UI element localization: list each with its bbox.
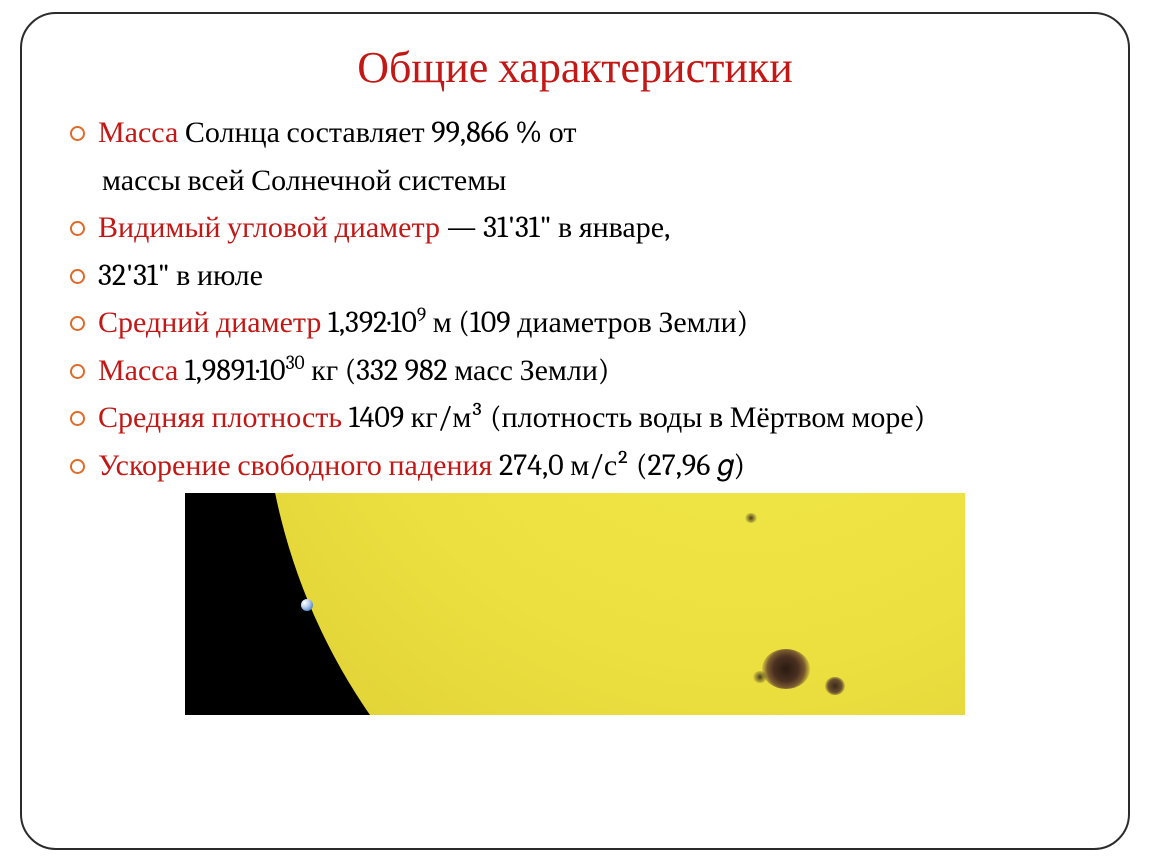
bullet-value: 274,0 м/с² (27,96 𝑔) (492, 448, 745, 483)
sun-disk (263, 493, 965, 715)
bullet-value: 1409 кг/м³ (плотность воды в Мёртвом мор… (342, 400, 925, 435)
superscript: 30 (286, 351, 305, 374)
sunspot-small (745, 513, 757, 523)
bullet-item: 32'31" в июле (70, 254, 1084, 298)
sunspot-small (825, 677, 845, 695)
sunspot-small (753, 671, 767, 683)
bullet-list: Масса Солнца составляет 99,866 % от масс… (66, 111, 1084, 487)
bullet-item: Ускорение свободного падения 274,0 м/с² … (70, 444, 1084, 488)
bullet-label: Масса (98, 115, 178, 150)
bullet-label: Средний диаметр (98, 305, 321, 340)
bullet-value: м (109 диаметров Земли) (426, 305, 748, 340)
bullet-item: Средняя плотность 1409 кг/м³ (плотность … (70, 396, 1084, 440)
sunspot-large (762, 649, 810, 689)
bullet-value: — 31'31" в январе, (440, 210, 670, 245)
bullet-item: Масса 1,9891·1030 кг (332 982 масс Земли… (70, 349, 1084, 393)
bullet-value: Солнца составляет 99,866 % от (178, 115, 576, 150)
bullet-label: Средняя плотность (98, 400, 342, 435)
sun-sunspot-image (185, 493, 965, 715)
bullet-label: Видимый угловой диаметр (98, 210, 440, 245)
slide-title: Общие характеристики (66, 42, 1084, 93)
bullet-value: 1,9891·10 (178, 353, 285, 388)
bullet-item: Средний диаметр 1,392·109 м (109 диаметр… (70, 301, 1084, 345)
superscript: 9 (417, 303, 426, 326)
bullet-label: Ускорение свободного падения (98, 448, 492, 483)
bullet-value: 1,392·10 (321, 305, 417, 340)
bullet-label: Масса (98, 353, 178, 388)
bullet-item: Масса Солнца составляет 99,866 % от (70, 111, 1084, 155)
earth-scale-dot (301, 599, 313, 611)
slide-frame: Общие характеристики Масса Солнца состав… (20, 12, 1130, 850)
bullet-continuation: массы всей Солнечной системы (70, 159, 1084, 203)
bullet-value: 32'31" в июле (98, 258, 263, 293)
bullet-value: кг (332 982 масс Земли) (305, 353, 610, 388)
bullet-item: Видимый угловой диаметр — 31'31" в январ… (70, 206, 1084, 250)
